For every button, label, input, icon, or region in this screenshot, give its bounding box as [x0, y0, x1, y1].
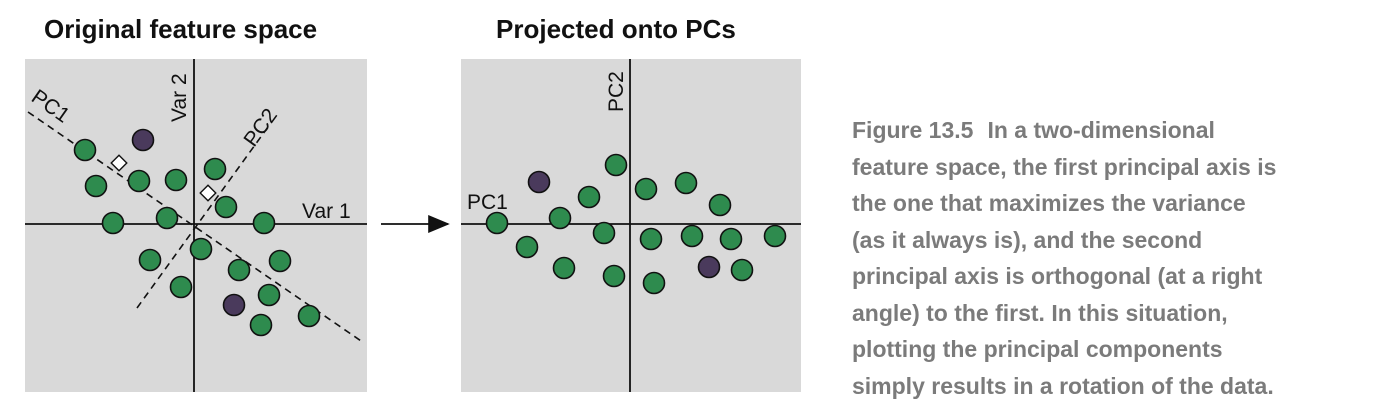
left-point-green	[155, 206, 179, 230]
left-panel: Var 1 Var 2 PC1 PC2	[25, 59, 367, 392]
left-point-green	[138, 248, 162, 272]
right-point-green	[485, 211, 509, 235]
right-point-green	[548, 206, 572, 230]
caption-line-7: plotting the principal components	[852, 336, 1223, 362]
left-point-green	[164, 168, 188, 192]
right-point-green	[604, 153, 628, 177]
caption-line-6: angle) to the first. In this situation,	[852, 299, 1228, 326]
caption-text: In a two-dimensional	[987, 117, 1215, 143]
caption-line-3: the one that maximizes the variance	[852, 190, 1246, 216]
caption-line-2: feature space, the first principal axis …	[852, 153, 1277, 180]
right-point-green	[708, 193, 732, 217]
left-point-green	[203, 157, 227, 181]
right-panel-title: Projected onto PCs	[496, 14, 736, 44]
left-point-green	[249, 313, 273, 337]
right-point-green	[763, 224, 787, 248]
left-point-green	[73, 138, 97, 162]
right-point-purple	[527, 170, 551, 194]
right-point-green	[730, 258, 754, 282]
right-point-green	[642, 271, 666, 295]
right-point-green	[552, 256, 576, 280]
pc2-axis-left	[136, 126, 269, 309]
right-panel-background	[461, 59, 801, 392]
left-point-green	[127, 169, 151, 193]
projection-marker	[110, 154, 128, 172]
right-point-green	[719, 227, 743, 251]
figure-label: Figure 13.5	[852, 117, 974, 143]
left-point-green	[189, 237, 213, 261]
caption-line-4: (as it always is), and the second	[852, 226, 1203, 253]
right-point-green	[602, 264, 626, 288]
left-point-green	[169, 275, 193, 299]
caption-line-1: Figure 13.5 In a two-dimensional	[852, 112, 1352, 149]
right-point-green	[515, 235, 539, 259]
right-point-green	[674, 171, 698, 195]
left-point-green	[252, 211, 276, 235]
left-panel-title: Original feature space	[44, 14, 318, 44]
right-point-green	[680, 224, 704, 248]
left-point-green	[297, 304, 321, 328]
projection-marker	[199, 184, 217, 202]
left-point-green	[257, 283, 281, 307]
right-data-points	[485, 153, 787, 295]
var1-label: Var 1	[302, 200, 351, 223]
right-point-green	[639, 227, 663, 251]
right-point-purple	[697, 255, 721, 279]
left-point-purple	[222, 293, 246, 317]
left-point-green	[268, 249, 292, 273]
left-point-purple	[131, 128, 155, 152]
right-panel: PC1 PC2	[461, 59, 801, 392]
pc2-label-right: PC2	[605, 71, 628, 112]
caption-line-5: principal axis is orthogonal (at a right	[852, 263, 1263, 289]
right-point-green	[634, 177, 658, 201]
left-point-green	[84, 174, 108, 198]
var2-label: Var 2	[168, 73, 191, 122]
left-data-points	[73, 128, 321, 337]
right-point-green	[592, 221, 616, 245]
figure-caption: Figure 13.5 In a two-dimensional feature …	[852, 112, 1352, 404]
caption-line-8: simply results in a rotation of the data…	[852, 372, 1274, 399]
left-point-green	[101, 211, 125, 235]
right-point-green	[577, 185, 601, 209]
pc1-axis-left	[27, 111, 365, 344]
left-point-green	[214, 195, 238, 219]
left-point-green	[227, 258, 251, 282]
pc1-label-right: PC1	[467, 191, 508, 214]
